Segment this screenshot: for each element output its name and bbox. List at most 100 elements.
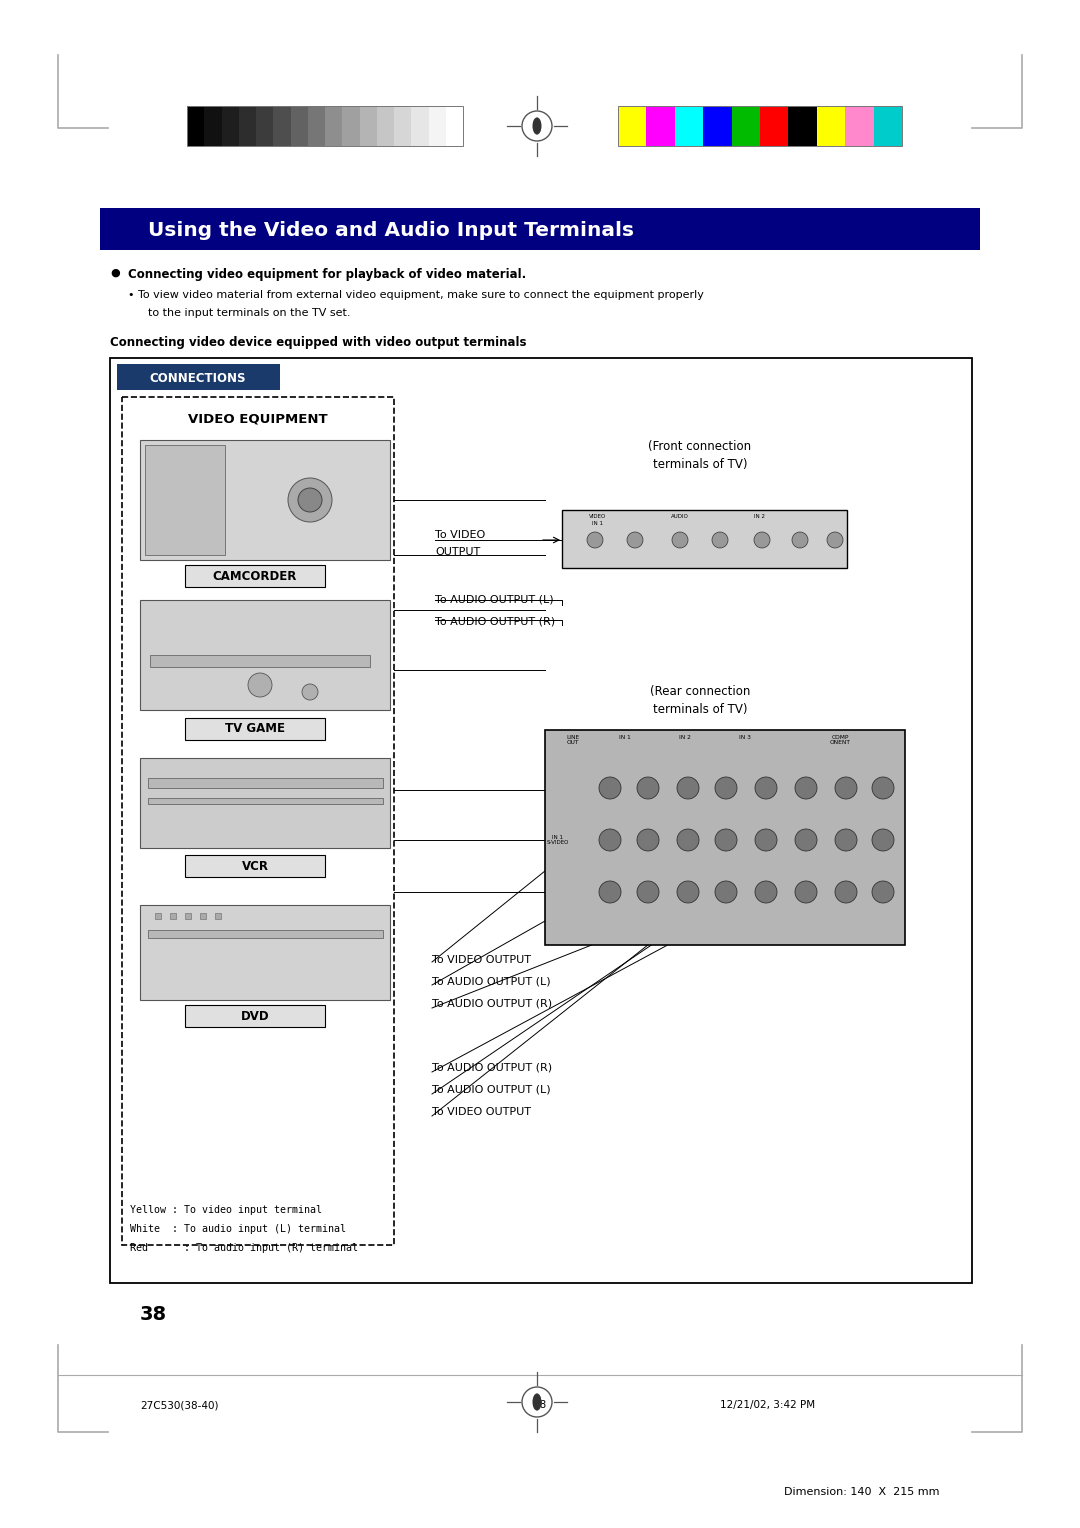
Circle shape	[754, 532, 770, 549]
Text: Connecting video equipment for playback of video material.: Connecting video equipment for playback …	[129, 267, 526, 281]
Bar	[117, 364, 280, 390]
Bar	[110, 358, 972, 1284]
Text: 38: 38	[140, 1305, 167, 1323]
Circle shape	[677, 882, 699, 903]
Text: terminals of TV): terminals of TV)	[652, 458, 747, 471]
Circle shape	[835, 830, 858, 851]
Bar	[140, 601, 390, 711]
Text: LINE
OUT: LINE OUT	[566, 735, 580, 746]
Bar	[187, 105, 463, 147]
Bar	[788, 105, 818, 147]
Text: (Front connection: (Front connection	[648, 440, 752, 452]
Circle shape	[872, 882, 894, 903]
Ellipse shape	[532, 1394, 541, 1410]
Circle shape	[755, 830, 777, 851]
Text: VIDEO EQUIPMENT: VIDEO EQUIPMENT	[188, 413, 328, 426]
Ellipse shape	[532, 118, 541, 134]
Text: To VIDEO OUTPUT: To VIDEO OUTPUT	[432, 1106, 531, 1117]
Bar	[394, 105, 411, 147]
Text: 38: 38	[534, 1400, 546, 1410]
Bar	[429, 105, 446, 147]
Circle shape	[302, 685, 318, 700]
Circle shape	[795, 882, 816, 903]
Bar	[185, 856, 325, 877]
Circle shape	[872, 778, 894, 799]
Text: • To view video material from external video equipment, make sure to connect the: • To view video material from external v…	[129, 290, 704, 299]
Bar	[618, 105, 902, 147]
Bar	[239, 105, 256, 147]
Circle shape	[637, 830, 659, 851]
Circle shape	[677, 778, 699, 799]
Text: IN 1: IN 1	[593, 521, 604, 526]
Bar	[148, 931, 383, 938]
Text: To VIDEO OUTPUT: To VIDEO OUTPUT	[432, 955, 531, 966]
Bar	[874, 105, 902, 147]
Bar	[140, 758, 390, 848]
Circle shape	[637, 882, 659, 903]
Circle shape	[795, 830, 816, 851]
Bar	[221, 105, 239, 147]
Circle shape	[599, 882, 621, 903]
Circle shape	[827, 532, 843, 549]
Circle shape	[672, 532, 688, 549]
Text: To AUDIO OUTPUT (L): To AUDIO OUTPUT (L)	[435, 594, 554, 605]
Text: IN 1
S-VIDEO: IN 1 S-VIDEO	[546, 834, 569, 845]
Circle shape	[755, 882, 777, 903]
Bar	[187, 105, 204, 147]
Circle shape	[792, 532, 808, 549]
Circle shape	[715, 882, 737, 903]
Bar	[411, 105, 429, 147]
Bar	[148, 778, 383, 788]
Text: VIDEO: VIDEO	[590, 513, 607, 520]
Bar	[273, 105, 291, 147]
Bar	[140, 440, 390, 559]
Circle shape	[795, 778, 816, 799]
Text: Red      : To audio input (R) terminal: Red : To audio input (R) terminal	[130, 1242, 357, 1253]
Circle shape	[755, 778, 777, 799]
Bar	[675, 105, 703, 147]
Bar	[185, 1005, 325, 1027]
Text: White  : To audio input (L) terminal: White : To audio input (L) terminal	[130, 1224, 346, 1235]
Bar	[760, 105, 788, 147]
Text: CAMCORDER: CAMCORDER	[213, 570, 297, 582]
Circle shape	[627, 532, 643, 549]
Circle shape	[715, 830, 737, 851]
Bar	[185, 718, 325, 740]
Text: OUTPUT: OUTPUT	[435, 547, 481, 558]
Bar	[215, 914, 221, 918]
Text: TV GAME: TV GAME	[225, 723, 285, 735]
Bar	[200, 914, 206, 918]
Bar	[446, 105, 463, 147]
Text: IN 3: IN 3	[739, 735, 751, 740]
Text: (Rear connection: (Rear connection	[650, 685, 751, 698]
Bar	[145, 445, 225, 555]
Circle shape	[835, 778, 858, 799]
Text: 27C530(38-40): 27C530(38-40)	[140, 1400, 218, 1410]
Text: IN 2: IN 2	[679, 735, 691, 740]
Text: Dimension: 140  X  215 mm: Dimension: 140 X 215 mm	[784, 1487, 940, 1497]
Bar	[185, 565, 325, 587]
Bar	[185, 914, 191, 918]
Bar	[140, 905, 390, 999]
Circle shape	[712, 532, 728, 549]
Bar	[846, 105, 874, 147]
Text: To AUDIO OUTPUT (L): To AUDIO OUTPUT (L)	[432, 1085, 551, 1096]
Text: VCR: VCR	[242, 859, 269, 872]
Text: To AUDIO OUTPUT (L): To AUDIO OUTPUT (L)	[432, 976, 551, 987]
Bar	[170, 914, 176, 918]
Text: IN 2: IN 2	[755, 513, 766, 520]
Text: Using the Video and Audio Input Terminals: Using the Video and Audio Input Terminal…	[148, 222, 634, 240]
Circle shape	[588, 532, 603, 549]
Circle shape	[298, 487, 322, 512]
Bar	[816, 105, 846, 147]
Circle shape	[872, 830, 894, 851]
Bar	[308, 105, 325, 147]
Bar	[122, 397, 394, 1245]
Text: To AUDIO OUTPUT (R): To AUDIO OUTPUT (R)	[432, 1063, 552, 1073]
Bar	[647, 105, 675, 147]
Circle shape	[288, 478, 332, 523]
Text: 12/21/02, 3:42 PM: 12/21/02, 3:42 PM	[720, 1400, 815, 1410]
Bar	[291, 105, 308, 147]
Circle shape	[715, 778, 737, 799]
Text: Connecting video device equipped with video output terminals: Connecting video device equipped with vi…	[110, 336, 527, 348]
